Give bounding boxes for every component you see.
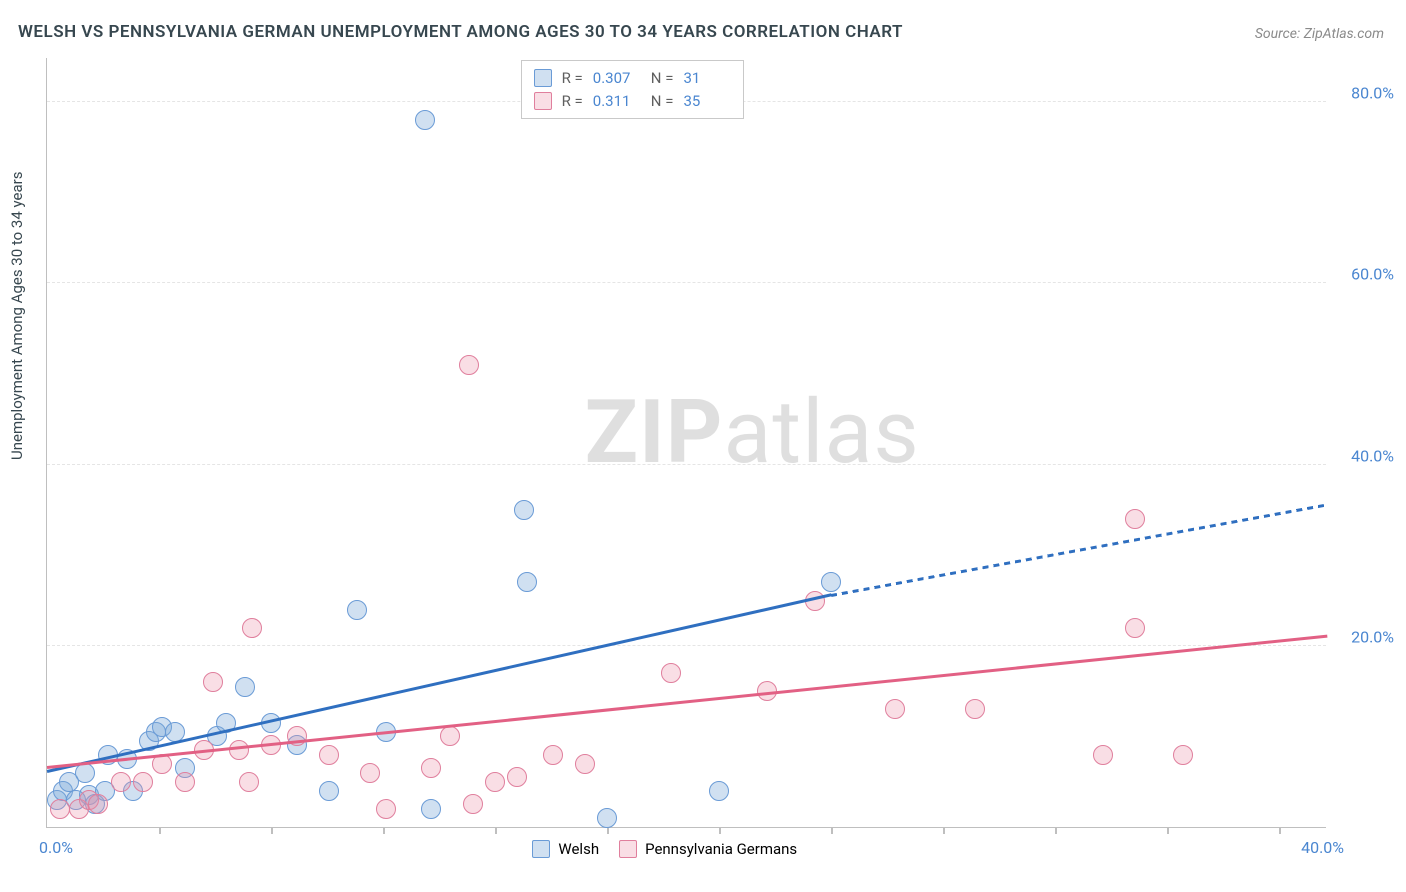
data-point [463, 794, 483, 814]
trend-line [831, 503, 1327, 596]
legend-item: Pennsylvania Germans [619, 840, 797, 858]
x-tick [1279, 827, 1281, 834]
data-point [661, 663, 681, 683]
x-tick [719, 827, 721, 834]
x-tick [607, 827, 609, 834]
data-point [133, 772, 153, 792]
data-point [1125, 618, 1145, 638]
data-point [319, 781, 339, 801]
gridline [47, 645, 1326, 646]
n-label: N = [651, 67, 674, 90]
trend-line [47, 594, 832, 773]
data-point [1125, 509, 1145, 529]
x-axis-min-label: 0.0% [39, 838, 73, 857]
data-point [239, 772, 259, 792]
data-point [965, 699, 985, 719]
data-point [229, 740, 249, 760]
data-point [575, 754, 595, 774]
data-point [459, 355, 479, 375]
data-point [1093, 745, 1113, 765]
x-tick [831, 827, 833, 834]
data-point [885, 699, 905, 719]
data-point [421, 758, 441, 778]
data-point [597, 808, 617, 828]
data-point [347, 600, 367, 620]
correlation-legend-row: R = 0.307 N = 31 [534, 67, 732, 90]
gridline [47, 464, 1326, 465]
data-point [507, 767, 527, 787]
x-tick [495, 827, 497, 834]
data-point [543, 745, 563, 765]
data-point [514, 500, 534, 520]
data-point [821, 572, 841, 592]
data-point [415, 110, 435, 130]
r-label: R = [562, 67, 583, 90]
data-point [485, 772, 505, 792]
x-tick [271, 827, 273, 834]
x-tick [383, 827, 385, 834]
bottom-legend: Welsh Pennsylvania Germans [532, 840, 797, 858]
data-point [1173, 745, 1193, 765]
r-value: 0.307 [593, 67, 641, 90]
x-tick [1167, 827, 1169, 834]
legend-swatch [534, 92, 552, 110]
data-point [203, 672, 223, 692]
data-point [111, 772, 131, 792]
n-label: N = [651, 90, 674, 113]
watermark: ZIPatlas [585, 381, 920, 484]
legend-label: Pennsylvania Germans [645, 840, 797, 858]
watermark-bold: ZIP [585, 381, 724, 484]
data-point [421, 799, 441, 819]
correlation-legend: R = 0.307 N = 31 R = 0.311 N = 35 [521, 60, 745, 119]
legend-swatch [619, 840, 637, 858]
r-value: 0.311 [593, 90, 641, 113]
scatter-plot-area: ZIPatlas 20.0%40.0%60.0%80.0%0.0%40.0%R … [46, 58, 1326, 828]
n-value: 31 [683, 67, 731, 90]
data-point [235, 677, 255, 697]
trend-line [47, 634, 1327, 768]
data-point [50, 799, 70, 819]
y-tick-label: 40.0% [1351, 446, 1394, 465]
x-tick [1055, 827, 1057, 834]
legend-swatch [532, 840, 550, 858]
data-point [376, 799, 396, 819]
legend-swatch [534, 69, 552, 87]
legend-item: Welsh [532, 840, 599, 858]
data-point [360, 763, 380, 783]
data-point [440, 726, 460, 746]
legend-label: Welsh [558, 840, 599, 858]
x-tick [159, 827, 161, 834]
x-tick [943, 827, 945, 834]
n-value: 35 [683, 90, 731, 113]
source-attribution: Source: ZipAtlas.com [1255, 26, 1384, 42]
y-tick-label: 20.0% [1351, 627, 1394, 646]
data-point [75, 763, 95, 783]
y-tick-label: 60.0% [1351, 265, 1394, 284]
data-point [319, 745, 339, 765]
data-point [175, 772, 195, 792]
correlation-legend-row: R = 0.311 N = 35 [534, 90, 732, 113]
data-point [709, 781, 729, 801]
y-axis-label: Unemployment Among Ages 30 to 34 years [8, 172, 26, 460]
watermark-light: atlas [723, 381, 919, 484]
r-label: R = [562, 90, 583, 113]
gridline [47, 282, 1326, 283]
data-point [242, 618, 262, 638]
data-point [88, 794, 108, 814]
data-point [517, 572, 537, 592]
x-axis-max-label: 40.0% [1301, 838, 1344, 857]
y-tick-label: 80.0% [1351, 84, 1394, 103]
chart-title: WELSH VS PENNSYLVANIA GERMAN UNEMPLOYMEN… [18, 22, 903, 42]
